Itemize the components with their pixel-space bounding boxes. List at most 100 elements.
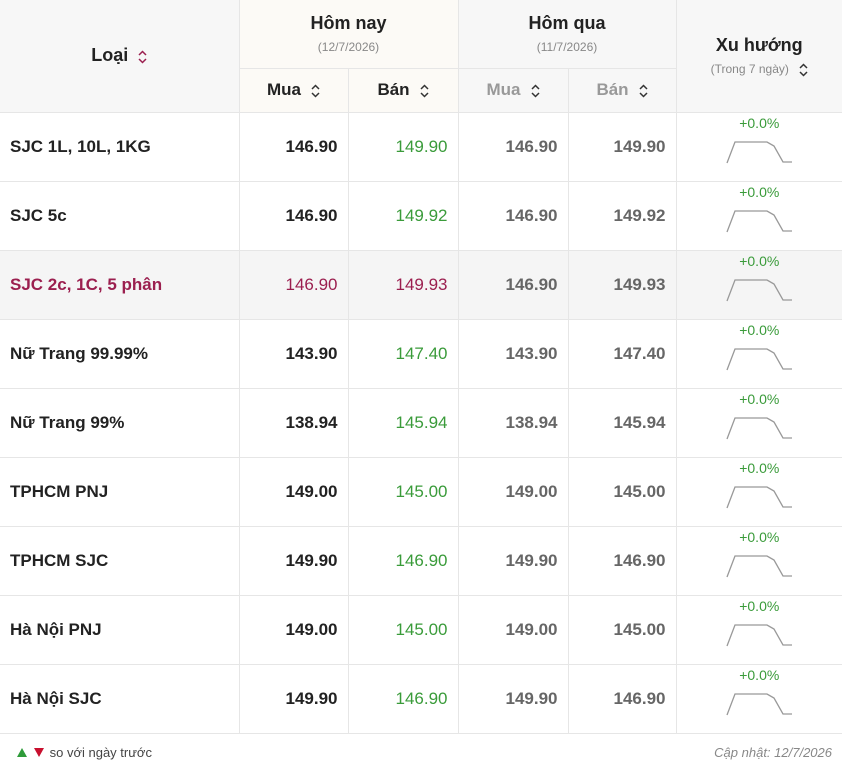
sparkline xyxy=(726,417,793,440)
yesterday-header: Hôm qua (11/7/2026) xyxy=(457,0,677,69)
name: Hà Nội SJC xyxy=(0,663,240,734)
type-header[interactable]: Loại xyxy=(0,0,240,113)
sort-header[interactable]: Bán xyxy=(347,67,459,113)
price-row: Hà Nội PNJ 149.00 145.00 149.00 145.00 +0.0% xyxy=(0,594,842,665)
price-row: Nữ Trang 99.99% 143.90 147.40 143.90 147.40 +… xyxy=(0,318,842,389)
today-buy: 146.90 xyxy=(238,111,349,182)
yesterday-sell: 145.94 xyxy=(567,387,677,458)
yesterday-sell: 146.90 xyxy=(567,525,677,596)
header-text: Bán xyxy=(377,80,410,99)
today-sell: 145.00 xyxy=(347,456,459,527)
trend-header[interactable]: Xu hướng (Trong 7 ngày) xyxy=(675,0,842,113)
sparkline xyxy=(726,141,793,164)
sort-icon xyxy=(311,83,320,98)
trend-cell: +0.0% xyxy=(675,525,842,596)
today-sell: 147.40 xyxy=(347,318,459,389)
yesterday-sell: 149.90 xyxy=(567,111,677,182)
yesterday-sell: 145.00 xyxy=(567,594,677,665)
name: SJC 1L, 10L, 1KG xyxy=(0,111,240,182)
trend-cell: +0.0% xyxy=(675,111,842,182)
sparkline xyxy=(726,693,793,716)
yesterday-buy: 149.00 xyxy=(457,594,569,665)
trend-cell: +0.0% xyxy=(675,594,842,665)
today-sell: 149.90 xyxy=(347,111,459,182)
yesterday-sell: 145.00 xyxy=(567,456,677,527)
today-buy: 143.90 xyxy=(238,318,349,389)
yesterday-sell: 149.92 xyxy=(567,180,677,251)
trend-percent: +0.0% xyxy=(739,184,780,200)
today-sell: 149.93 xyxy=(347,249,459,320)
yesterday-sell: 149.93 xyxy=(567,249,677,320)
trend-cell: +0.0% xyxy=(675,663,842,734)
header-sub: (Trong 7 ngày) xyxy=(677,62,842,77)
trend-cell: +0.0% xyxy=(675,180,842,251)
sparkline xyxy=(726,279,793,302)
today-buy: 138.94 xyxy=(238,387,349,458)
header-text: Xu hướng xyxy=(715,34,803,55)
yesterday-buy: 146.90 xyxy=(457,111,569,182)
today-buy: 146.90 xyxy=(238,249,349,320)
header-text: Hôm qua xyxy=(528,13,606,34)
trend-cell: +0.0% xyxy=(675,249,842,320)
yesterday-buy: 146.90 xyxy=(457,249,569,320)
trend-cell: +0.0% xyxy=(675,318,842,389)
yesterday-buy: 143.90 xyxy=(457,318,569,389)
sort-icon xyxy=(639,83,648,98)
today-sell: 146.90 xyxy=(347,663,459,734)
name: SJC 5c xyxy=(0,180,240,251)
footer: so với ngày trước Cập nhật: 12/7/2026 xyxy=(0,733,842,770)
today-sell: 149.92 xyxy=(347,180,459,251)
name: TPHCM SJC xyxy=(0,525,240,596)
sparkline xyxy=(726,555,793,578)
yesterday-buy: 146.90 xyxy=(457,180,569,251)
today-sell: 145.00 xyxy=(347,594,459,665)
header-text: Mua xyxy=(267,80,301,99)
yesterday-buy: 149.90 xyxy=(457,525,569,596)
legend: so với ngày trước xyxy=(16,745,152,760)
sort-header[interactable]: Mua xyxy=(457,67,569,113)
name: Nữ Trang 99% xyxy=(0,387,240,458)
legend-text: so với ngày trước xyxy=(49,745,152,760)
trend-percent: +0.0% xyxy=(739,598,780,614)
header-text: Loại xyxy=(91,45,129,66)
today-header: Hôm nay (12/7/2026) xyxy=(238,0,459,69)
price-row: SJC 5c 146.90 149.92 146.90 149.92 +0.0% xyxy=(0,180,842,251)
today-sell: 146.90 xyxy=(347,525,459,596)
price-row: SJC 1L, 10L, 1KG 146.90 149.90 146.90 149.90… xyxy=(0,111,842,182)
updated-text: Cập nhật: 12/7/2026 xyxy=(714,745,832,760)
sparkline xyxy=(726,210,793,233)
sort-header[interactable]: Bán xyxy=(567,67,677,113)
yesterday-buy: 138.94 xyxy=(457,387,569,458)
trend-percent: +0.0% xyxy=(739,115,780,131)
sparkline xyxy=(726,348,793,371)
today-buy: 149.00 xyxy=(238,594,349,665)
sort-header[interactable]: Mua xyxy=(239,67,349,113)
price-row: SJC 2c, 1C, 5 phân 146.90 149.93 146.90 149.… xyxy=(0,249,842,320)
sort-icon xyxy=(530,83,540,98)
price-row: TPHCM PNJ 149.00 145.00 149.00 145.00 +0.0% xyxy=(0,456,842,527)
header-text: Hôm nay xyxy=(310,13,387,34)
name: TPHCM PNJ xyxy=(0,456,240,527)
trend-percent: +0.0% xyxy=(739,322,780,338)
today-buy: 146.90 xyxy=(238,180,349,251)
trend-percent: +0.0% xyxy=(739,460,780,476)
today-buy: 149.90 xyxy=(238,525,349,596)
header-text: Mua xyxy=(486,80,521,99)
price-table: Loại Hôm nay (12/7/2026) Hôm qua (11/7/202… xyxy=(0,0,842,734)
trend-percent: +0.0% xyxy=(739,391,780,407)
today-buy: 149.00 xyxy=(238,456,349,527)
name: Hà Nội PNJ xyxy=(0,594,240,665)
sparkline xyxy=(726,486,793,509)
legend-icons xyxy=(17,748,44,757)
trend-cell: +0.0% xyxy=(675,456,842,527)
sort-icon xyxy=(138,49,147,64)
yesterday-sell: 147.40 xyxy=(567,318,677,389)
today-buy: 149.90 xyxy=(238,663,349,734)
yesterday-buy: 149.00 xyxy=(457,456,569,527)
header-date: (12/7/2026) xyxy=(317,40,380,55)
header-date: (11/7/2026) xyxy=(536,40,598,55)
price-row: Nữ Trang 99% 138.94 145.94 138.94 145.94 +0.0… xyxy=(0,387,842,458)
table-body: SJC 1L, 10L, 1KG 146.90 149.90 146.90 149.90… xyxy=(0,111,842,734)
trend-percent: +0.0% xyxy=(739,529,780,545)
